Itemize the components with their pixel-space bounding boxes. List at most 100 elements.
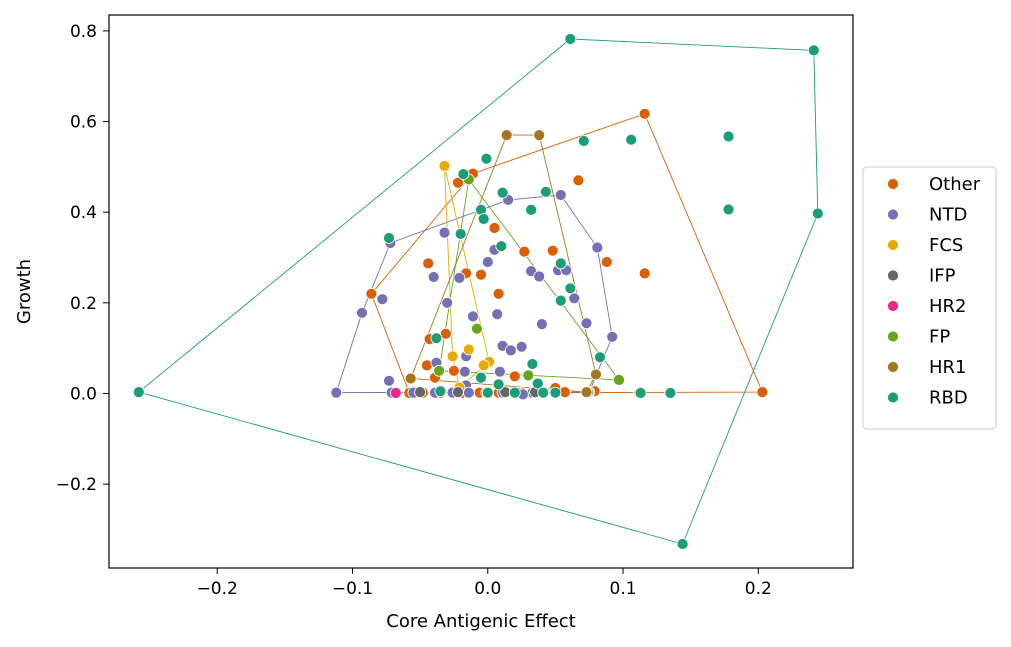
point-ntd-0: [330, 386, 343, 399]
point-other-7: [488, 222, 501, 234]
point-rbd-17: [383, 232, 395, 244]
point-other-19: [447, 364, 460, 377]
point-hr1-0: [500, 129, 513, 142]
point-other-5: [452, 176, 464, 189]
point-rbd-19: [564, 282, 577, 295]
point-rbd-21: [554, 294, 567, 307]
point-rbd-4: [676, 538, 689, 550]
point-ntd-19: [441, 296, 454, 309]
y-tick-label: 0.2: [70, 294, 97, 314]
legend: Other NTD FCS IFP HR2 FP HR1 RBD: [862, 166, 997, 430]
point-other-6: [572, 174, 585, 187]
point-rbd-3: [811, 207, 824, 220]
point-rbd-11: [540, 185, 552, 198]
point-other-10: [546, 244, 559, 257]
point-other-3: [756, 386, 769, 399]
point-rbd-8: [480, 152, 493, 165]
point-hr1-1: [533, 129, 546, 142]
x-axis-ticks: −0.2 −0.1 0.0 0.1 0.2: [197, 568, 772, 599]
point-fp-3: [470, 322, 483, 335]
point-ntd-9: [438, 226, 451, 239]
x-tick-label: 0.0: [474, 579, 501, 599]
point-hr1-3: [580, 386, 593, 399]
point-rbd-15: [477, 213, 490, 225]
point-rbd-26: [492, 378, 505, 391]
point-ntd-21: [491, 308, 504, 321]
x-axis-label: Core Antigenic Effect: [386, 611, 576, 632]
legend-label-fcs: FCS: [929, 235, 963, 256]
point-hr2-0: [389, 387, 402, 399]
point-ntd-22: [580, 317, 593, 330]
point-rbd-28: [434, 385, 447, 398]
point-ntd-4: [554, 189, 567, 201]
legend-label-fp: FP: [929, 327, 950, 348]
legend-label-other: Other: [929, 174, 981, 195]
legend-label-rbd: RBD: [929, 388, 968, 409]
legend-label-ifp: IFP: [929, 266, 956, 287]
legend-marker-ntd: [887, 208, 899, 221]
legend-label-hr2: HR2: [929, 296, 967, 317]
point-fcs-4: [462, 343, 475, 356]
legend-marker-fp: [887, 330, 899, 343]
point-rbd-30: [508, 386, 521, 399]
y-tick-label: 0.6: [70, 113, 97, 133]
point-fcs-3: [446, 350, 459, 363]
x-tick-label: 0.2: [745, 579, 772, 599]
point-rbd-1: [564, 33, 577, 45]
points-layer: [132, 33, 824, 550]
point-other-15: [492, 287, 505, 300]
legend-marker-hr1: [887, 361, 899, 373]
y-tick-label: 0.4: [70, 203, 97, 223]
y-tick-label: 0.0: [70, 384, 97, 404]
point-fp-1: [613, 373, 625, 386]
point-ifp-1: [452, 386, 464, 399]
point-rbd-23: [594, 351, 606, 364]
point-ntd-1: [356, 306, 368, 319]
legend-label-hr1: HR1: [929, 357, 967, 378]
point-rbd-9: [457, 168, 470, 181]
point-other-11: [518, 245, 531, 258]
point-rbd-20: [554, 257, 567, 270]
point-ntd-14: [525, 265, 537, 278]
point-ntd-25: [515, 340, 528, 353]
y-axis-ticks: −0.2 0.0 0.2 0.4 0.6 0.8: [56, 22, 109, 495]
point-rbd-27: [531, 377, 544, 390]
legend-marker-other: [887, 178, 899, 190]
point-ntd-28: [458, 365, 471, 378]
point-rbd-16: [495, 240, 508, 253]
point-ntd-18: [568, 292, 581, 305]
point-other-16: [439, 327, 452, 340]
point-ntd-12: [427, 271, 440, 283]
point-rbd-34: [664, 387, 677, 399]
point-ntd-31: [383, 374, 395, 387]
hull-hr1: [410, 134, 597, 393]
point-ntd-17: [533, 270, 546, 283]
point-rbd-33: [634, 387, 647, 399]
y-axis-label: Growth: [14, 259, 35, 324]
point-rbd-22: [430, 332, 443, 345]
legend-label-ntd: NTD: [929, 205, 967, 226]
point-rbd-12: [722, 203, 735, 216]
x-tick-label: −0.2: [197, 579, 238, 599]
point-rbd-24: [526, 358, 539, 370]
x-tick-label: −0.1: [332, 579, 373, 599]
point-fcs-5: [477, 359, 490, 372]
point-other-8: [638, 267, 651, 280]
point-rbd-25: [475, 371, 487, 384]
point-other-2: [638, 107, 651, 120]
point-ntd-20: [466, 310, 479, 323]
point-ntd-11: [481, 256, 494, 268]
point-hr1-2: [590, 368, 602, 381]
point-fcs-0: [438, 159, 451, 172]
point-rbd-31: [537, 386, 550, 399]
point-ntd-13: [453, 271, 466, 284]
point-rbd-32: [549, 386, 562, 399]
y-tick-label: −0.2: [56, 475, 97, 495]
legend-marker-fcs: [887, 239, 899, 251]
point-fp-2: [433, 364, 446, 377]
legend-marker-rbd: [887, 391, 899, 404]
point-other-12: [422, 257, 435, 270]
point-rbd-6: [625, 133, 638, 146]
point-ntd-26: [504, 344, 517, 357]
